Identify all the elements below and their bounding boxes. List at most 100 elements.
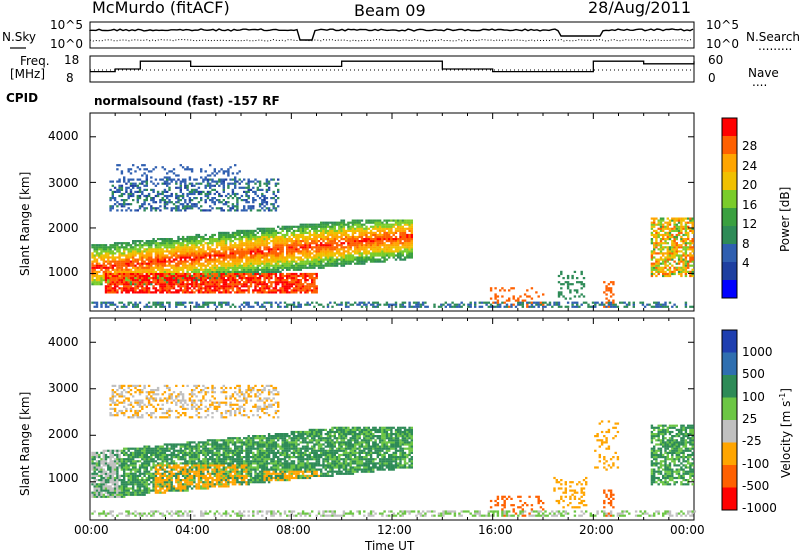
power-cell bbox=[256, 266, 259, 269]
power-cell bbox=[267, 235, 271, 239]
power-cell bbox=[279, 279, 282, 282]
power-cell bbox=[152, 281, 155, 284]
power-cell bbox=[258, 274, 262, 278]
power-cell bbox=[211, 264, 214, 267]
power-cell bbox=[349, 227, 352, 230]
power-cell bbox=[159, 270, 162, 273]
power-cell bbox=[247, 186, 250, 189]
power-cell bbox=[301, 285, 305, 288]
velocity-cell bbox=[100, 472, 103, 475]
power-cell bbox=[261, 256, 264, 259]
power-cell bbox=[125, 256, 128, 259]
power-cell bbox=[671, 229, 674, 232]
power-cell bbox=[290, 238, 293, 241]
noise-top-tick-right: 10^5 bbox=[706, 18, 739, 32]
power-cell bbox=[236, 238, 239, 241]
power-cell bbox=[234, 262, 237, 265]
power-cell bbox=[111, 260, 114, 263]
power-cell bbox=[104, 303, 108, 306]
power-cell bbox=[680, 266, 683, 269]
power-cell bbox=[161, 197, 164, 200]
power-cell bbox=[175, 277, 178, 280]
power-cell bbox=[320, 227, 323, 230]
power-cell bbox=[263, 262, 266, 265]
power-cell bbox=[240, 252, 244, 255]
power-cell bbox=[234, 164, 237, 167]
power-cell bbox=[668, 254, 672, 257]
power-cell bbox=[123, 272, 126, 276]
power-cell bbox=[252, 231, 255, 234]
power-cell bbox=[113, 260, 117, 263]
power-cell bbox=[691, 217, 694, 220]
power-cell bbox=[238, 250, 241, 253]
nave-label: Nave bbox=[748, 66, 779, 80]
power-cell bbox=[197, 277, 201, 280]
power-cell bbox=[227, 182, 230, 185]
power-cell bbox=[220, 231, 223, 234]
power-cell bbox=[295, 283, 298, 286]
power-cell bbox=[267, 281, 271, 284]
power-cell bbox=[181, 240, 185, 243]
power-cell bbox=[643, 305, 647, 308]
power-cell bbox=[143, 256, 146, 259]
power-cell bbox=[193, 190, 196, 193]
power-cell bbox=[218, 192, 221, 196]
power-cell bbox=[326, 262, 330, 265]
power-cell bbox=[229, 285, 232, 288]
power-cell bbox=[252, 305, 255, 308]
power-cell bbox=[542, 301, 545, 304]
power-cell bbox=[138, 272, 142, 276]
power-cell bbox=[254, 199, 257, 202]
power-cell bbox=[274, 258, 278, 261]
power-cell bbox=[666, 233, 669, 237]
power-cell bbox=[206, 209, 210, 212]
power-cell bbox=[680, 223, 683, 226]
power-cell bbox=[181, 235, 185, 239]
power-cell bbox=[204, 178, 207, 181]
power-cell bbox=[134, 182, 137, 185]
power-cell bbox=[331, 260, 334, 263]
power-cell bbox=[265, 188, 269, 191]
power-cell bbox=[240, 254, 244, 257]
power-cell bbox=[127, 244, 130, 247]
power-cell bbox=[306, 225, 309, 228]
power-cell bbox=[261, 192, 264, 196]
power-cell bbox=[143, 254, 146, 257]
power-cell bbox=[200, 279, 203, 282]
power-cell bbox=[118, 268, 121, 271]
power-cell bbox=[378, 238, 382, 241]
power-cell bbox=[125, 287, 128, 290]
power-cell bbox=[179, 238, 182, 241]
power-cell bbox=[179, 279, 182, 282]
power-cell bbox=[245, 268, 248, 271]
power-cell bbox=[659, 223, 663, 226]
power-cell bbox=[290, 285, 293, 288]
power-cell bbox=[385, 252, 389, 255]
power-cell bbox=[111, 194, 114, 198]
power-cell bbox=[206, 305, 210, 308]
power-cell bbox=[576, 289, 579, 292]
power-cell bbox=[673, 266, 676, 269]
power-cell bbox=[666, 252, 669, 255]
power-cell bbox=[118, 279, 121, 282]
power-cell bbox=[107, 252, 110, 255]
power-cell bbox=[297, 250, 300, 253]
power-cell bbox=[252, 201, 255, 204]
power-cell bbox=[399, 238, 402, 241]
power-cell bbox=[261, 229, 264, 232]
power-cell bbox=[170, 244, 173, 247]
power-cell bbox=[247, 250, 250, 253]
power-cell bbox=[286, 231, 289, 234]
power-cell bbox=[320, 262, 323, 265]
power-cell bbox=[390, 229, 393, 232]
power-cell bbox=[116, 283, 119, 286]
power-cell bbox=[299, 272, 302, 276]
power-cell bbox=[277, 231, 280, 234]
power-cell bbox=[374, 254, 377, 257]
power-cell bbox=[193, 235, 196, 239]
power-cell bbox=[367, 221, 370, 224]
power-cell bbox=[129, 256, 133, 259]
power-cell bbox=[394, 258, 398, 261]
power-cell bbox=[673, 246, 676, 249]
power-cell bbox=[218, 238, 221, 241]
